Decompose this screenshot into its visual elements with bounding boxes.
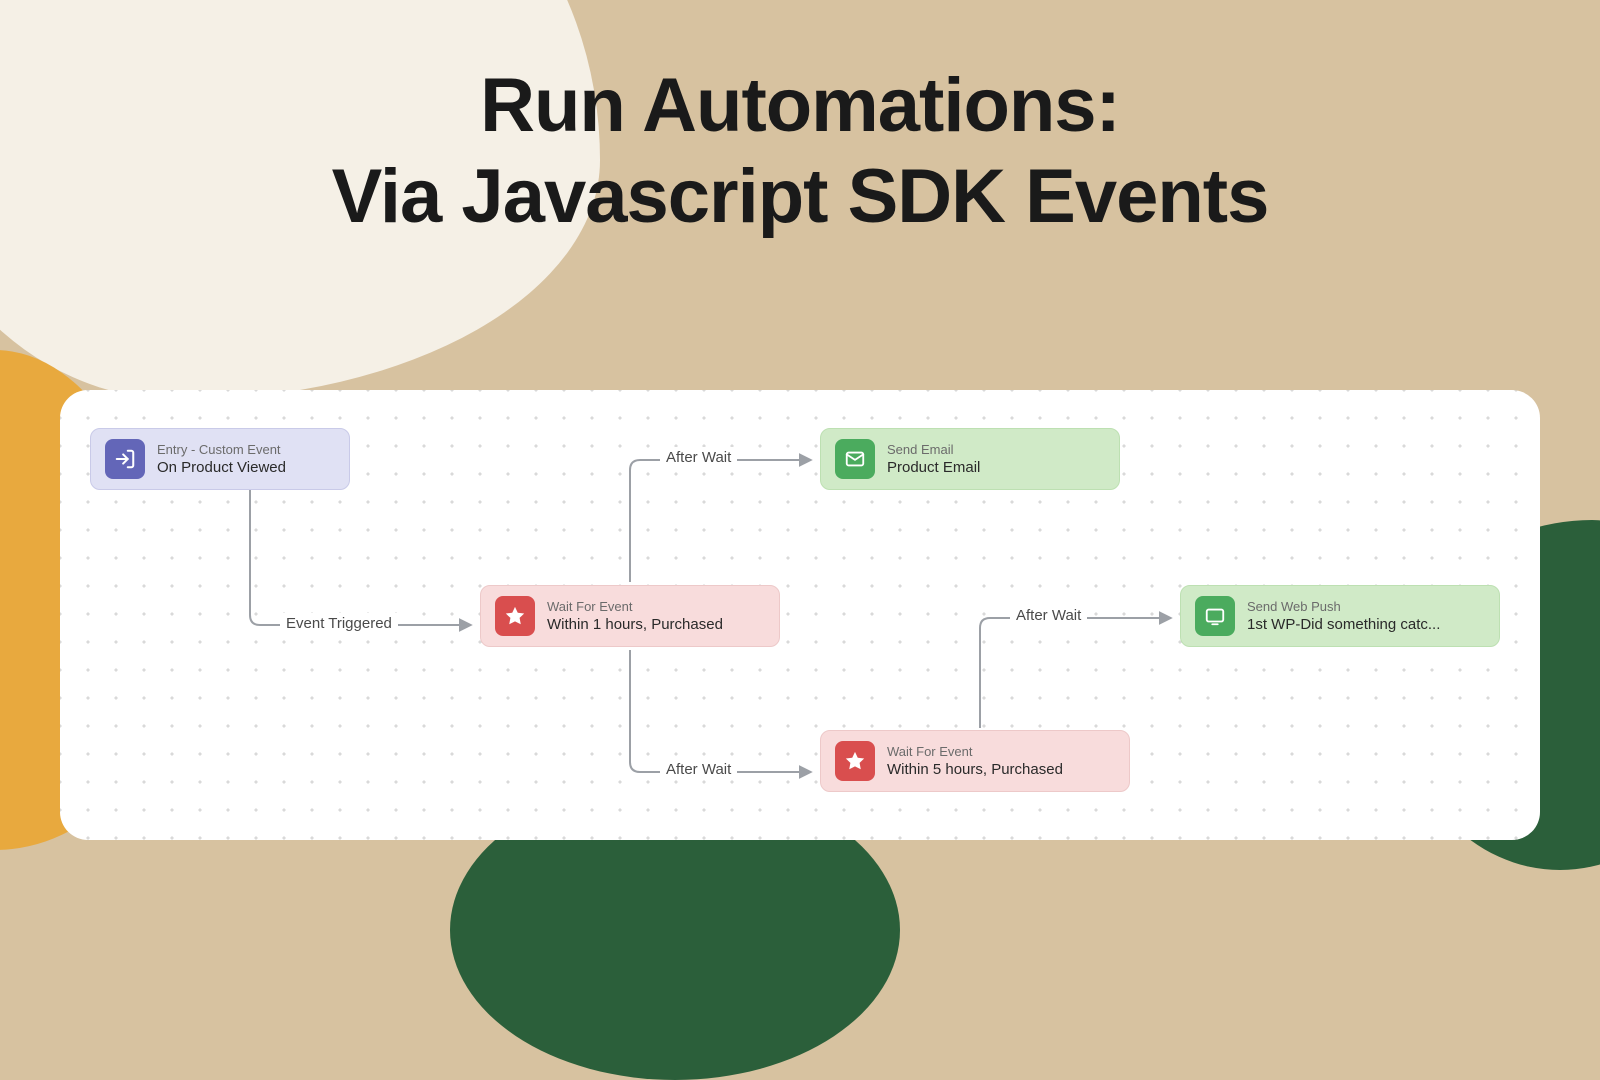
node-wait-2[interactable]: Wait For Event Within 5 hours, Purchased [820,730,1130,792]
entry-icon [105,439,145,479]
node-email[interactable]: Send Email Product Email [820,428,1120,490]
mail-icon [835,439,875,479]
flow-canvas: Event Triggered After Wait After Wait Af… [60,390,1540,840]
title-line-2: Via Javascript SDK Events [0,151,1600,242]
node-entry-label: Entry - Custom Event [157,442,286,457]
edge-label-after-wait-3: After Wait [1010,605,1087,626]
node-wait1-subtitle: Within 1 hours, Purchased [547,616,723,633]
edge-label-event-triggered: Event Triggered [280,613,398,634]
edge-label-after-wait-2: After Wait [660,759,737,780]
title-line-1: Run Automations: [0,60,1600,151]
node-webpush-subtitle: 1st WP-Did something catc... [1247,616,1440,633]
node-email-label: Send Email [887,442,980,457]
node-wait1-label: Wait For Event [547,599,723,614]
webpush-icon [1195,596,1235,636]
node-entry-subtitle: On Product Viewed [157,459,286,476]
node-wait2-subtitle: Within 5 hours, Purchased [887,761,1063,778]
page-title: Run Automations: Via Javascript SDK Even… [0,60,1600,242]
node-entry[interactable]: Entry - Custom Event On Product Viewed [90,428,350,490]
node-webpush-label: Send Web Push [1247,599,1440,614]
node-wait2-label: Wait For Event [887,744,1063,759]
star-icon [835,741,875,781]
star-icon [495,596,535,636]
node-wait-1[interactable]: Wait For Event Within 1 hours, Purchased [480,585,780,647]
node-email-subtitle: Product Email [887,459,980,476]
edge-label-after-wait-1: After Wait [660,447,737,468]
node-webpush[interactable]: Send Web Push 1st WP-Did something catc.… [1180,585,1500,647]
